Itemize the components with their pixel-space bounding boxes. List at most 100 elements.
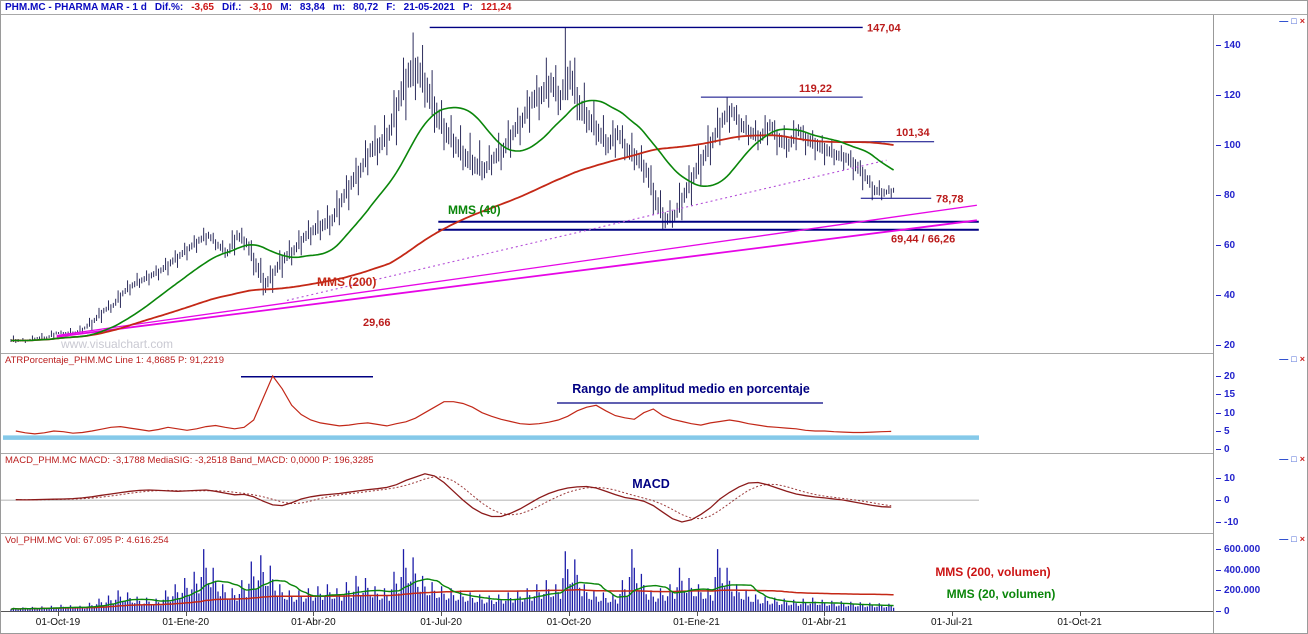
scale-tick-mark — [1216, 375, 1221, 377]
chart-annotation: MMS (40) — [448, 203, 501, 217]
chart-annotation: MACD — [632, 477, 670, 491]
minimize-icon[interactable]: — — [1279, 534, 1289, 544]
x-axis-label: 01-Jul-20 — [420, 617, 462, 628]
scale-tick-mark — [1216, 521, 1221, 523]
chart-plot-area[interactable]: 147,04 119,22 101,34 78,78 69,44 / 66,26 MMS … — [1, 15, 1213, 611]
maximize-icon[interactable]: □ — [1291, 454, 1297, 464]
panel-window-controls: — □ × — [1279, 535, 1305, 544]
x-axis-label: 01-Jul-21 — [931, 617, 973, 628]
macd-panel-header: MACD_PHM.MC MACD: -3,1788 MediaSIG: -3,2… — [1, 453, 1307, 466]
mms40-line — [11, 99, 895, 342]
atr-scale-tick: 15 — [1216, 388, 1235, 400]
macd-line — [15, 473, 892, 523]
x-axis-tick — [951, 612, 953, 616]
x-axis-label: 01-Oct-19 — [35, 617, 81, 628]
x-axis-tick — [441, 612, 443, 616]
session-max-label: M: — [280, 2, 292, 13]
close-icon[interactable]: × — [1299, 534, 1305, 544]
volume-bars — [10, 549, 895, 611]
scale-tick-mark — [1216, 194, 1221, 196]
mms200-line — [11, 134, 894, 342]
scale-tick-mark — [1216, 144, 1221, 146]
atr-scale-tick: 5 — [1216, 425, 1230, 437]
close-icon[interactable]: × — [1299, 354, 1305, 364]
maximize-icon[interactable]: □ — [1291, 16, 1297, 26]
price-scale-tick: 20 — [1216, 339, 1235, 351]
session-date-value: 21-05-2021 — [403, 2, 455, 13]
volume-mms20-line — [10, 578, 894, 610]
price-scale-column[interactable]: 140 120 100 80 60 40 20 20 15 10 5 0 10 0 -10 600.000 40… — [1213, 15, 1307, 633]
macd-panel-header-text: MACD_PHM.MC MACD: -3,1788 MediaSIG: -3,2… — [5, 455, 374, 466]
symbol-title: PHM.MC - PHARMA MAR - 1 d — [5, 2, 147, 13]
minimize-icon[interactable]: — — [1279, 16, 1289, 26]
x-axis-label: 01-Oct-20 — [546, 617, 592, 628]
price-scale-tick: 60 — [1216, 239, 1235, 251]
volume-scale-tick: 200.000 — [1216, 584, 1260, 596]
scale-tick-mark — [1216, 44, 1221, 46]
x-axis-label: 01-Abr-20 — [291, 617, 336, 628]
scale-tick-mark — [1216, 589, 1221, 591]
scale-tick-mark — [1216, 294, 1221, 296]
minimize-icon[interactable]: — — [1279, 354, 1289, 364]
scale-tick-mark — [1216, 499, 1221, 501]
session-min-label: m: — [332, 2, 346, 13]
scale-tick-mark — [1216, 244, 1221, 246]
x-axis-tick — [696, 612, 698, 616]
session-date-label: F: — [386, 2, 396, 13]
volume-mms200-line — [10, 589, 894, 611]
scale-tick-mark — [1216, 477, 1221, 479]
price-scale-tick: 100 — [1216, 139, 1241, 151]
atr-panel-header: ATRPorcentaje_PHM.MC Line 1: 4,8685 P: 9… — [1, 353, 1307, 366]
trend-line — [56, 219, 977, 338]
macd-scale-tick: 0 — [1216, 494, 1230, 506]
maximize-icon[interactable]: □ — [1291, 354, 1297, 364]
time-axis[interactable]: 01-Oct-19 01-Ene-20 01-Abr-20 01-Jul-20 01-O… — [1, 611, 1213, 633]
chart-annotation: MMS (200, volumen) — [935, 565, 1050, 579]
panel-window-controls: — □ × — [1279, 455, 1305, 464]
panel-window-controls: — □ × — [1279, 17, 1305, 26]
price-scale-tick: 80 — [1216, 189, 1235, 201]
candlestick-series — [10, 27, 895, 343]
x-axis-tick — [58, 612, 59, 616]
scale-tick-mark — [1216, 448, 1221, 450]
volume-panel-header: Vol_PHM.MC Vol: 67.095 P: 4.616.254 — [1, 533, 1307, 546]
scale-tick-mark — [1216, 94, 1221, 96]
x-axis-label: 01-Oct-21 — [1057, 617, 1102, 628]
x-axis-tick — [568, 612, 570, 616]
p-label: P: — [462, 2, 473, 13]
x-axis-tick — [313, 612, 315, 616]
macd-scale-tick: -10 — [1216, 516, 1238, 528]
panel-window-controls: — □ × — [1279, 355, 1305, 364]
scale-tick-mark — [1216, 344, 1221, 346]
x-axis-tick — [1079, 612, 1081, 616]
close-icon[interactable]: × — [1299, 16, 1305, 26]
macd-scale-tick: 10 — [1216, 472, 1235, 484]
chart-annotation: Rango de amplitud medio en porcentaje — [572, 382, 810, 396]
maximize-icon[interactable]: □ — [1291, 534, 1297, 544]
dif-pct-label: Dif.%: — [154, 2, 184, 13]
price-scale-tick: 140 — [1216, 39, 1241, 51]
minimize-icon[interactable]: — — [1279, 454, 1289, 464]
chart-annotation: 78,78 — [936, 193, 964, 205]
volume-scale-tick: 0 — [1216, 605, 1230, 617]
x-axis-label: 01-Abr-21 — [801, 617, 847, 628]
x-axis-label: 01-Ene-21 — [673, 617, 720, 628]
dif-value: -3,10 — [249, 2, 273, 13]
chart-annotation: www.visualchart.com — [60, 337, 173, 351]
close-icon[interactable]: × — [1299, 454, 1305, 464]
chart-annotation: 147,04 — [867, 22, 902, 34]
scale-tick-mark — [1216, 610, 1221, 612]
atr-panel-header-text: ATRPorcentaje_PHM.MC Line 1: 4,8685 P: 9… — [5, 355, 224, 366]
scale-tick-mark — [1216, 548, 1221, 550]
volume-panel-header-text: Vol_PHM.MC Vol: 67.095 P: 4.616.254 — [5, 535, 169, 546]
chart-annotation: 69,44 / 66,26 — [891, 234, 955, 246]
dif-pct-value: -3,65 — [191, 2, 214, 13]
chart-annotation: 101,34 — [896, 127, 931, 139]
atr-line — [15, 374, 892, 435]
session-max-value: 83,84 — [299, 2, 325, 13]
chart-annotation: MMS (200) — [317, 275, 376, 289]
trend-line — [56, 204, 977, 337]
x-axis-label: 01-Ene-20 — [162, 617, 210, 628]
chart-title-bar: PHM.MC - PHARMA MAR - 1 d Dif.%: -3,65 Di… — [1, 1, 1307, 15]
